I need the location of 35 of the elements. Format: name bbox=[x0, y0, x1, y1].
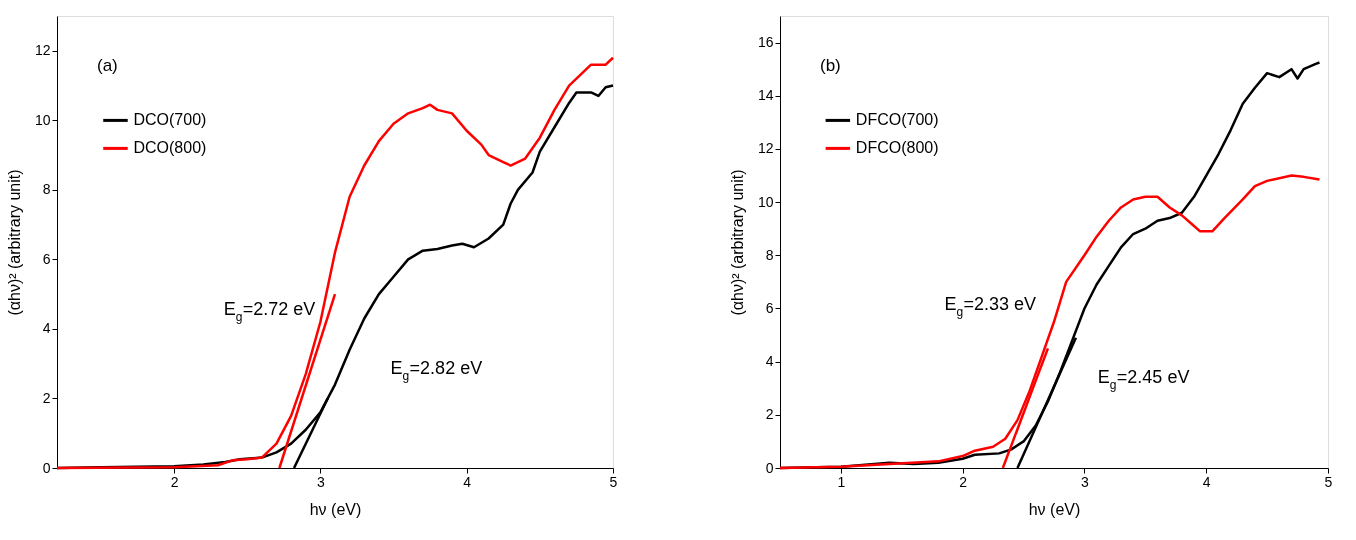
y-tick-label: 4 bbox=[765, 353, 774, 370]
x-tick-label: 1 bbox=[837, 473, 846, 490]
y-tick-label: 0 bbox=[42, 459, 51, 476]
x-axis-title: hν (eV) bbox=[1028, 500, 1081, 518]
legend-label: DCO(700) bbox=[133, 111, 207, 129]
x-tick-label: 5 bbox=[609, 473, 618, 490]
x-tick-label: 5 bbox=[1324, 473, 1333, 490]
y-axis-title: (αhν)² (arbitrary unit) bbox=[5, 169, 23, 316]
x-axis-title: hν (eV) bbox=[309, 500, 362, 518]
y-tick-label: 6 bbox=[42, 250, 51, 267]
text: (a) bbox=[97, 56, 118, 75]
y-tick-label: 8 bbox=[42, 181, 51, 198]
y-tick-label: 4 bbox=[42, 320, 51, 337]
x-tick-label: 4 bbox=[463, 473, 472, 490]
y-tick-label: 10 bbox=[34, 111, 51, 128]
y-tick-label: 0 bbox=[765, 459, 774, 476]
y-tick-label: 12 bbox=[34, 42, 51, 59]
x-tick-label: 4 bbox=[1202, 473, 1211, 490]
text: (b) bbox=[820, 56, 841, 75]
y-tick-label: 14 bbox=[757, 87, 774, 104]
y-axis-title: (αhν)² (arbitrary unit) bbox=[728, 169, 746, 316]
x-tick-label: 3 bbox=[1081, 473, 1090, 490]
legend-label: DFCO(700) bbox=[855, 111, 939, 129]
y-tick-label: 10 bbox=[757, 193, 774, 210]
y-tick-label: 2 bbox=[765, 406, 774, 423]
y-tick-label: 12 bbox=[757, 140, 774, 157]
x-tick-label: 3 bbox=[316, 473, 325, 490]
y-tick-label: 2 bbox=[42, 389, 51, 406]
y-tick-label: 8 bbox=[765, 246, 774, 263]
legend-label: DCO(800) bbox=[133, 139, 207, 157]
x-tick-label: 2 bbox=[170, 473, 179, 490]
y-tick-label: 6 bbox=[765, 299, 774, 316]
legend-label: DFCO(800) bbox=[855, 139, 939, 157]
y-tick-label: 16 bbox=[757, 34, 774, 51]
x-tick-label: 2 bbox=[959, 473, 968, 490]
